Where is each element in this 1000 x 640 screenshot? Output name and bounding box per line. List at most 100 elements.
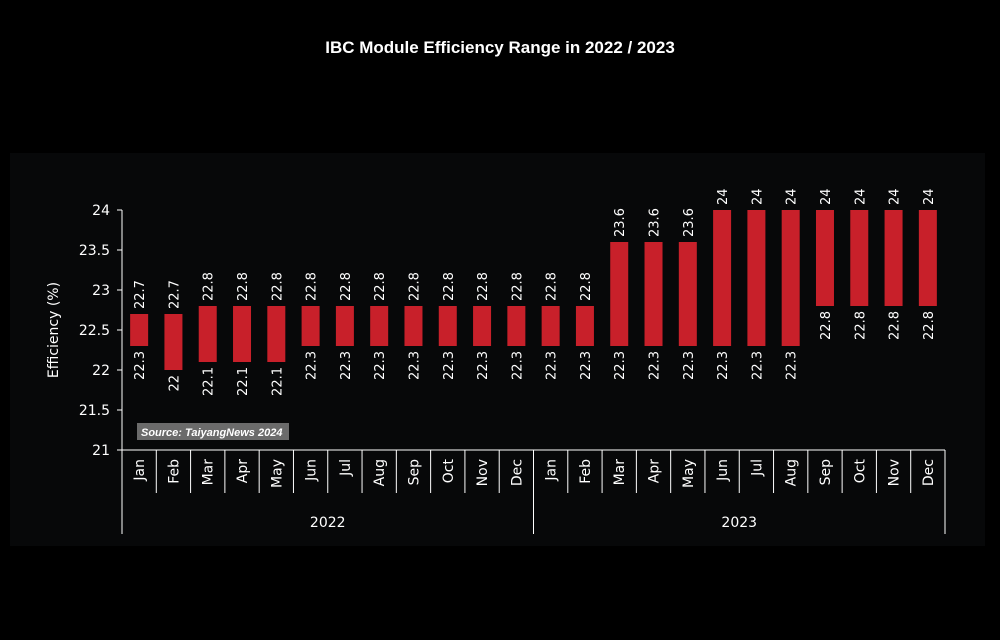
bar-low-label: 22.8	[819, 311, 834, 340]
y-tick-label: 22	[92, 363, 110, 379]
bar-high-label: 22.8	[305, 272, 320, 301]
bar	[164, 314, 183, 370]
bar-low-label: 22.3	[476, 351, 491, 380]
bar-low-label: 22.1	[270, 367, 285, 396]
bar	[130, 314, 149, 346]
bar-high-label: 22.8	[373, 272, 388, 301]
x-tick-label: Dec	[509, 459, 525, 486]
bar-high-label: 22.8	[579, 272, 594, 301]
x-tick-label: Nov	[475, 459, 491, 486]
x-tick-label: May	[681, 459, 697, 488]
chart-svg: 21 21.5 22 22.5 23 23.5 24 Efficiency (%) 22.7…	[46, 188, 946, 534]
bar-high-label: 22.8	[339, 272, 354, 301]
bar	[884, 210, 903, 306]
bar	[644, 242, 663, 346]
bar	[233, 306, 252, 362]
bar-low-label: 22.3	[750, 351, 765, 380]
bar	[404, 306, 423, 346]
x-tick-label: Oct	[441, 459, 457, 484]
bars: 22.7 22.3 22.7 22 22.8 22.1 22.8 22.1 22.8 22.1 22…	[130, 188, 937, 396]
bar-low-label: 22.3	[442, 351, 457, 380]
bar-low-label: 22.8	[888, 311, 903, 340]
bar	[267, 306, 286, 362]
y-tick-label: 23.5	[79, 243, 110, 259]
bar	[781, 210, 800, 346]
x-tick-label: Oct	[852, 459, 868, 484]
x-tick-label: Mar	[612, 459, 628, 486]
bar	[438, 306, 457, 346]
bar-high-label: 24	[716, 188, 731, 205]
bar-high-label: 24	[922, 188, 937, 205]
bar-high-label: 24	[750, 188, 765, 205]
bar	[575, 306, 594, 346]
bar-high-label: 22.8	[270, 272, 285, 301]
bar-high-label: 22.8	[202, 272, 217, 301]
bar	[610, 242, 629, 346]
y-tick-label: 24	[92, 203, 110, 219]
bar-high-label: 22.7	[133, 280, 148, 309]
bar	[198, 306, 217, 362]
y-tick-label: 21.5	[79, 403, 110, 419]
x-tick-label: Jun	[304, 459, 320, 482]
y-tick-label: 21	[92, 443, 110, 459]
x-tick-label: Jun	[715, 459, 731, 482]
bar-low-label: 22.3	[785, 351, 800, 380]
x-tick-label: Jan	[132, 459, 148, 482]
bar-low-label: 22.3	[545, 351, 560, 380]
bar-low-label: 22.3	[133, 351, 148, 380]
bar-high-label: 22.8	[545, 272, 560, 301]
bar-low-label: 22.8	[922, 311, 937, 340]
x-tick-label: Feb	[166, 459, 182, 484]
y-ticks: 21 21.5 22 22.5 23 23.5 24	[79, 203, 122, 459]
bar	[815, 210, 834, 306]
bar-high-label: 24	[888, 188, 903, 205]
bar-low-label: 22.1	[236, 367, 251, 396]
x-tick-label: Sep	[818, 459, 834, 486]
x-groups: 2022 2023	[121, 493, 946, 534]
bar-low-label: 22.3	[339, 351, 354, 380]
bar	[335, 306, 354, 346]
x-tick-label: Jan	[544, 459, 560, 482]
x-tick-label: Mar	[201, 459, 217, 486]
chart-title: IBC Module Efficiency Range in 2022 / 20…	[325, 38, 675, 57]
bar	[370, 306, 389, 346]
x-tick-label: Jul	[749, 459, 765, 477]
source-annotation-text: Source: TaiyangNews 2024	[141, 427, 282, 439]
bar-low-label: 22.3	[510, 351, 525, 380]
bar-low-label: 22.3	[716, 351, 731, 380]
bar	[918, 210, 937, 306]
bar	[541, 306, 560, 346]
x-tick-label: Aug	[784, 459, 800, 486]
chart-area: 21 21.5 22 22.5 23 23.5 24 Efficiency (%) 22.7…	[10, 153, 985, 546]
bar-high-label: 24	[819, 188, 834, 205]
x-tick-label: Apr	[235, 459, 251, 483]
bar	[747, 210, 766, 346]
bar	[713, 210, 732, 346]
bar-low-label: 22.3	[407, 351, 422, 380]
x-tick-label: Feb	[578, 459, 594, 484]
bar-high-label: 22.8	[236, 272, 251, 301]
bar-high-label: 23.6	[613, 208, 628, 237]
source-annotation: Source: TaiyangNews 2024	[137, 423, 289, 440]
x-categories: Jan Feb Mar Apr May Jun Jul Aug Sep Oct Nov Dec Jan F…	[121, 450, 946, 493]
y-tick-label: 22.5	[79, 323, 110, 339]
bar-high-label: 22.8	[442, 272, 457, 301]
bar-high-label: 23.6	[682, 208, 697, 237]
bar-high-label: 23.6	[648, 208, 663, 237]
bar	[507, 306, 526, 346]
x-tick-label: Jul	[338, 459, 354, 477]
bar-low-label: 22.3	[305, 351, 320, 380]
x-tick-label: Nov	[887, 459, 903, 486]
bar	[678, 242, 697, 346]
bar-low-label: 22.3	[682, 351, 697, 380]
y-axis-label: Efficiency (%)	[46, 282, 62, 378]
bar-high-label: 24	[785, 188, 800, 205]
bar	[473, 306, 492, 346]
bar	[301, 306, 320, 346]
group-label: 2022	[310, 515, 346, 531]
bar-low-label: 22.1	[202, 367, 217, 396]
x-tick-label: Apr	[647, 459, 663, 483]
bar-low-label: 22.8	[853, 311, 868, 340]
group-label: 2023	[721, 515, 757, 531]
bar-low-label: 22.3	[648, 351, 663, 380]
